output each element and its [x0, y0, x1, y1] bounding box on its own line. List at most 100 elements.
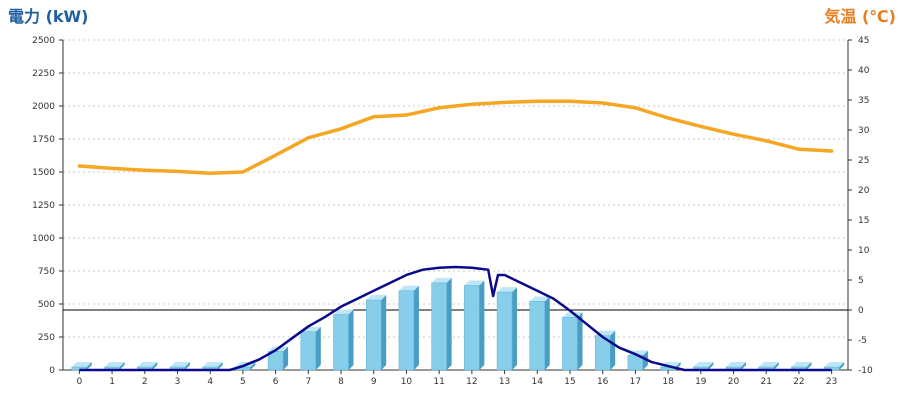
temperature-line [77, 99, 834, 175]
tick-labels: 02505007501000125015001750200022502500-1… [32, 36, 873, 387]
right-tick-label: 30 [858, 126, 870, 136]
bar-side [315, 326, 321, 370]
x-tick-label: 5 [240, 377, 246, 387]
bar-top [497, 287, 518, 293]
bar [267, 346, 289, 371]
bar-top [529, 296, 550, 302]
right-tick-label: 10 [858, 246, 870, 256]
bar-top [333, 309, 354, 315]
bar-front [464, 285, 480, 371]
bar-top [398, 285, 419, 291]
left-tick-label: 2250 [32, 69, 55, 79]
x-tick-label: 13 [499, 377, 510, 387]
x-tick-label: 21 [761, 377, 772, 387]
bar [169, 362, 190, 371]
left-tick-label: 2500 [32, 36, 55, 46]
right-tick-label: -10 [858, 366, 873, 376]
bar-side [250, 362, 256, 370]
bar-side [544, 296, 550, 370]
bar [71, 362, 92, 371]
bar-top [726, 362, 747, 367]
left-tick-label: 1000 [32, 234, 55, 244]
bar-side [413, 285, 419, 370]
bar-top [137, 362, 158, 367]
x-tick-label: 19 [695, 377, 707, 387]
x-tick-label: 22 [793, 377, 804, 387]
bar [562, 312, 583, 371]
x-tick-label: 14 [532, 377, 544, 387]
bar-side [217, 362, 223, 370]
x-tick-label: 3 [175, 377, 181, 387]
left-tick-label: 2000 [32, 102, 55, 112]
bar-front [496, 291, 513, 371]
x-tick-label: 17 [630, 377, 641, 387]
left-tick-label: 1750 [32, 135, 55, 145]
right-axis-title: 気温 (℃) [824, 7, 896, 26]
x-tick-label: 4 [207, 377, 213, 387]
right-tick-label: 25 [858, 156, 869, 166]
line-series [77, 99, 834, 372]
bar-front [300, 331, 317, 371]
bar-front [529, 301, 546, 371]
bar [398, 285, 419, 371]
x-tick-label: 7 [305, 377, 311, 387]
left-axis-title: 電力 (kW) [8, 7, 89, 26]
bar-side [446, 277, 452, 370]
bar [823, 362, 845, 371]
bar-top [366, 295, 387, 301]
x-tick-label: 15 [564, 377, 575, 387]
right-tick-label: 40 [858, 66, 870, 76]
bar-front [365, 299, 382, 371]
bar-side [708, 362, 714, 370]
bar [693, 362, 714, 371]
bar-side [184, 362, 190, 370]
bar [464, 280, 485, 371]
bar [496, 287, 518, 371]
x-tick-label: 1 [109, 377, 115, 387]
bar-top [693, 362, 714, 367]
bar-side [283, 346, 289, 370]
bar-side [119, 362, 125, 370]
bar-side [806, 362, 812, 370]
x-tick-label: 0 [76, 377, 82, 387]
bar-side [479, 280, 485, 370]
bar [791, 362, 812, 371]
bar [333, 309, 354, 371]
left-tick-label: 0 [49, 366, 55, 376]
left-tick-label: 750 [38, 267, 55, 277]
axes [59, 39, 852, 374]
bar-side [577, 312, 583, 370]
x-tick-label: 12 [466, 377, 477, 387]
x-tick-label: 9 [371, 377, 377, 387]
right-tick-label: 15 [858, 216, 869, 226]
bar-top [202, 362, 223, 367]
left-tick-label: 250 [38, 333, 55, 343]
bar [594, 330, 616, 371]
bar [300, 326, 321, 371]
bar-series [71, 277, 845, 371]
bar-front [562, 316, 578, 371]
bar [431, 277, 452, 371]
right-tick-label: 20 [858, 186, 870, 196]
bar-top [464, 280, 485, 286]
power-line [79, 265, 832, 372]
bar-top [824, 362, 845, 367]
x-tick-label: 20 [728, 377, 740, 387]
bar [202, 362, 223, 371]
x-tick-label: 18 [662, 377, 674, 387]
right-tick-label: 35 [858, 96, 869, 106]
bar-top [104, 362, 125, 367]
bar [529, 296, 550, 371]
bar [104, 362, 125, 371]
bar-front [398, 290, 415, 371]
bar-side [741, 362, 747, 370]
right-tick-label: 0 [858, 306, 864, 316]
bar-side [773, 362, 779, 370]
bar-top [431, 277, 452, 283]
left-tick-label: 1500 [32, 168, 55, 178]
bar-top [791, 362, 812, 367]
right-tick-label: 5 [858, 276, 864, 286]
x-tick-label: 16 [597, 377, 609, 387]
